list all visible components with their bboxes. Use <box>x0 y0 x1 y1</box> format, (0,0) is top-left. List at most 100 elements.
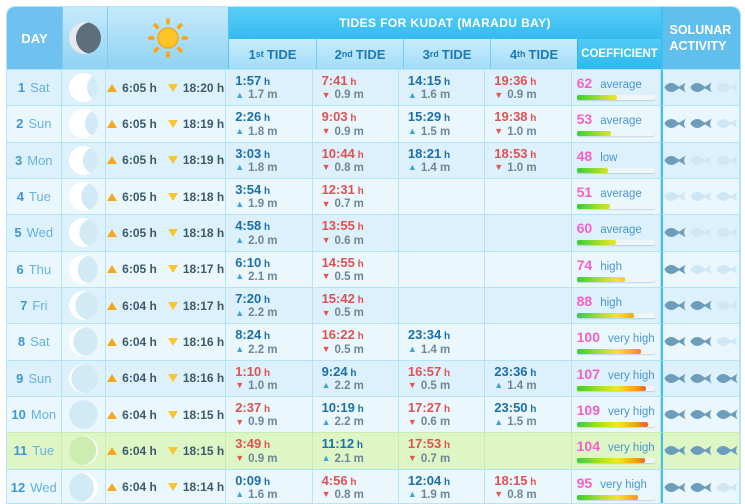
sunrise-icon <box>107 156 118 165</box>
table-row[interactable]: 2 Sun 6:05 h 18:19 h 2:26 h ▲ 1.8 m 9:03 h ▼ 0.9 … <box>7 105 740 142</box>
solunar-activity-cell <box>660 323 740 360</box>
tide-height: ▲ 2.2 m <box>235 343 278 356</box>
day-name: Sat <box>30 80 50 96</box>
table-row[interactable]: 11 Tue 6:04 h 18:15 h 3:49 h ▼ 0.9 m 11:12 h ▲ 2.… <box>7 432 740 469</box>
tide-cell: 16:57 h ▼ 0.5 m <box>398 359 486 396</box>
tide-height: ▲ 1.8 m <box>235 125 278 138</box>
sunset-icon <box>167 337 178 346</box>
sunrise-icon <box>107 337 118 346</box>
table-row[interactable]: 8 Sat 6:04 h 18:16 h 8:24 h ▲ 2.2 m 16:22 h ▼ 0.5… <box>7 323 740 360</box>
tide-cell: 10:19 h ▲ 2.2 m <box>312 395 399 433</box>
tide-height: ▲ 2.2 m <box>321 416 364 429</box>
table-row[interactable]: 4 Tue 6:05 h 18:18 h 3:54 h ▲ 1.9 m 12:31 h ▼ 0.7… <box>7 177 740 215</box>
tide-direction-icon: ▲ <box>494 416 504 427</box>
tide-cell: 11:12 h ▲ 2.1 m <box>312 432 399 469</box>
tide-time: 8:24 h <box>235 327 271 343</box>
table-row[interactable]: 1 Sat 6:05 h 18:20 h 1:57 h ▲ 1.7 m 7:41 h ▼ 0.9 … <box>7 69 740 106</box>
tide-direction-icon: ▲ <box>321 416 331 427</box>
table-body: 1 Sat 6:05 h 18:20 h 1:57 h ▲ 1.7 m 7:41 h ▼ 0.9 … <box>7 69 740 503</box>
tide-cell: 14:15 h ▲ 1.6 m <box>398 69 486 106</box>
sun-cell: 6:04 h 18:17 h <box>106 286 227 324</box>
day-cell: 12 Wed <box>7 468 62 503</box>
tide-cell: 0:09 h ▲ 1.6 m <box>226 468 313 503</box>
sun-cell: 6:05 h 18:17 h <box>106 250 227 287</box>
fish-icon <box>690 264 712 275</box>
tide-time: 1:57 h <box>235 73 271 89</box>
table-row[interactable]: 12 Wed 6:04 h 18:14 h 0:09 h ▲ 1.6 m 4:56 h ▼ 0.8… <box>7 468 740 503</box>
tide-cell: 18:21 h ▲ 1.4 m <box>398 141 486 178</box>
tide-cell: 14:55 h ▼ 0.5 m <box>312 250 399 287</box>
tide-time: 14:55 h <box>321 254 364 270</box>
tide-cell: 1:57 h ▲ 1.7 m <box>226 69 313 106</box>
tide-cell: 7:20 h ▲ 2.2 m <box>226 286 313 324</box>
coefficient-value: 48 <box>576 147 593 164</box>
coefficient-label: average <box>600 188 642 201</box>
solunar-activity-cell <box>660 105 740 142</box>
sunrise-icon <box>107 83 118 92</box>
coefficient-value: 104 <box>576 438 600 455</box>
sunset-icon <box>167 410 178 419</box>
tide-time: 7:20 h <box>235 290 271 306</box>
day-number: 12 <box>10 479 26 495</box>
coefficient-value: 109 <box>576 402 600 419</box>
fish-icon <box>690 119 712 129</box>
day-cell: 8 Sat <box>7 323 62 360</box>
sunset-time: 18:19 h <box>167 153 224 167</box>
moon-cell <box>61 141 107 178</box>
table-row[interactable]: 5 Wed 6:05 h 18:18 h 4:58 h ▲ 2.0 m 13:55 h ▼ 0.6… <box>7 214 740 251</box>
tide-cell-empty <box>398 286 486 324</box>
coefficient-bar <box>576 131 655 137</box>
coefficient-value: 107 <box>576 365 600 382</box>
solunar-activity-cell <box>660 468 740 503</box>
table-row[interactable]: 9 Sun 6:04 h 18:16 h 1:10 h ▼ 1.0 m 9:24 h ▲ 2.2 … <box>7 359 740 396</box>
fish-icon <box>690 191 712 202</box>
sunrise-time: 6:05 h <box>107 117 157 131</box>
moon-phase-icon <box>68 472 98 502</box>
tide-cell-empty <box>485 286 572 324</box>
tide-height: ▼ 1.0 m <box>494 125 537 138</box>
tide-direction-icon: ▼ <box>321 162 331 173</box>
solunar-activity-cell <box>660 395 740 433</box>
coefficient-bar <box>576 349 655 355</box>
tide-height: ▼ 0.9 m <box>235 452 278 465</box>
tide-direction-icon: ▲ <box>235 344 245 355</box>
sunrise-time: 6:05 h <box>107 153 157 167</box>
sunrise-icon <box>107 119 118 128</box>
fish-icon <box>664 337 686 347</box>
tide-direction-icon: ▼ <box>235 380 245 391</box>
tide-cell: 12:31 h ▼ 0.7 m <box>312 177 399 215</box>
tide-direction-icon: ▼ <box>407 380 417 391</box>
tide-height: ▼ 0.7 m <box>407 452 451 465</box>
coefficient-cell: 74 high <box>571 250 661 287</box>
moon-phase-icon <box>68 145 98 175</box>
day-cell: 6 Thu <box>7 250 62 287</box>
table-row[interactable]: 3 Mon 6:05 h 18:19 h 3:03 h ▲ 1.8 m 10:44 h ▼ 0.8… <box>7 141 740 178</box>
tide-time: 11:12 h <box>321 436 363 452</box>
solunar-activity-cell <box>660 359 740 396</box>
tide-time: 3:03 h <box>235 145 271 161</box>
sunrise-time: 6:05 h <box>107 190 157 204</box>
tide-direction-icon: ▼ <box>321 489 331 500</box>
table-row[interactable]: 7 Fri 6:04 h 18:17 h 7:20 h ▲ 2.2 m 15:42 h ▼ 0.5… <box>7 286 740 324</box>
table-row[interactable]: 6 Thu 6:05 h 18:17 h 6:10 h ▲ 2.1 m 14:55 h ▼ 0.5… <box>7 250 740 287</box>
tide-cell: 18:15 h ▼ 0.8 m <box>485 468 572 503</box>
sunrise-time: 6:04 h <box>107 408 157 422</box>
tide-direction-icon: ▲ <box>235 307 245 318</box>
tide-direction-icon: ▼ <box>494 162 504 173</box>
tide-cell: 3:03 h ▲ 1.8 m <box>226 141 313 178</box>
sunset-icon <box>167 228 178 237</box>
table-row[interactable]: 10 Mon 6:04 h 18:15 h 2:37 h ▼ 0.9 m 10:19 h ▲ 2.… <box>7 395 740 433</box>
coefficient-label: very high <box>608 406 655 419</box>
tide-time: 15:42 h <box>321 290 364 306</box>
tide-direction-icon: ▼ <box>321 89 331 100</box>
tide-cell: 1:10 h ▼ 1.0 m <box>226 359 313 396</box>
tide-time: 16:57 h <box>407 363 451 379</box>
tide-direction-icon: ▼ <box>407 453 417 464</box>
fish-icon <box>716 373 738 384</box>
moon-phase-icon <box>68 436 98 466</box>
tide-cell: 2:37 h ▼ 0.9 m <box>226 395 313 433</box>
tide-height: ▲ 2.2 m <box>235 307 278 320</box>
moon-cell <box>61 432 107 469</box>
coefficient-bar <box>576 167 655 173</box>
